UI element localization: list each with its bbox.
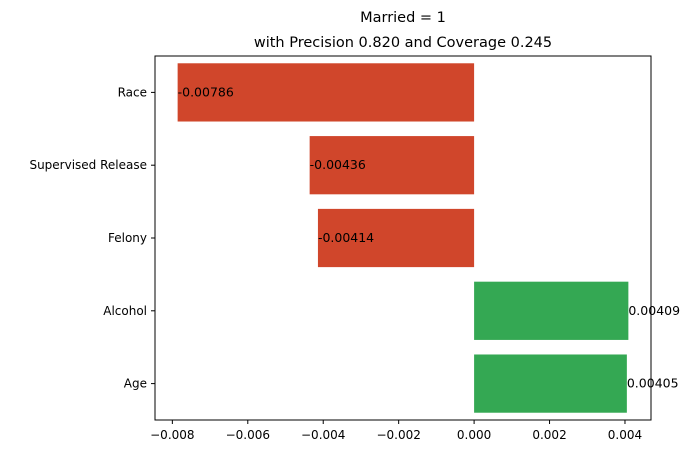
value-label-race: -0.00786 xyxy=(178,84,234,99)
y-tick-label: Race xyxy=(118,85,147,99)
y-tick-label: Age xyxy=(124,377,147,391)
y-axis: Race Supervised Release Felony Alcohol Age xyxy=(29,85,155,391)
bar-supervised-release xyxy=(309,136,475,195)
chart-title: Married = 1 xyxy=(360,10,446,26)
x-tick-label: −0.002 xyxy=(376,428,420,442)
x-axis: −0.008 −0.006 −0.004 −0.002 0.000 0.002 0.004 xyxy=(150,420,642,442)
x-tick-label: 0.004 xyxy=(608,428,642,442)
value-label-age: 0.00405 xyxy=(627,376,679,391)
bar-race xyxy=(177,63,475,122)
x-tick-label: −0.008 xyxy=(150,428,194,442)
bars-layer xyxy=(177,63,629,413)
bar-alcohol xyxy=(474,281,629,340)
value-labels-layer: -0.00786 -0.00436 -0.00414 0.00409 0.00405 xyxy=(178,84,680,390)
bar-age xyxy=(474,354,627,413)
value-label-felony: -0.00414 xyxy=(318,230,374,245)
y-tick-label: Supervised Release xyxy=(29,158,147,172)
bar-felony xyxy=(317,208,475,268)
x-tick-label: 0.002 xyxy=(532,428,566,442)
x-tick-label: −0.004 xyxy=(301,428,345,442)
x-tick-label: −0.006 xyxy=(226,428,270,442)
value-label-alcohol: 0.00409 xyxy=(628,303,680,318)
y-tick-label: Felony xyxy=(108,231,147,245)
y-tick-label: Alcohol xyxy=(103,304,147,318)
x-tick-label: 0.000 xyxy=(457,428,491,442)
value-label-supervised-release: -0.00436 xyxy=(310,157,366,172)
chart-subtitle: with Precision 0.820 and Coverage 0.245 xyxy=(254,35,552,51)
